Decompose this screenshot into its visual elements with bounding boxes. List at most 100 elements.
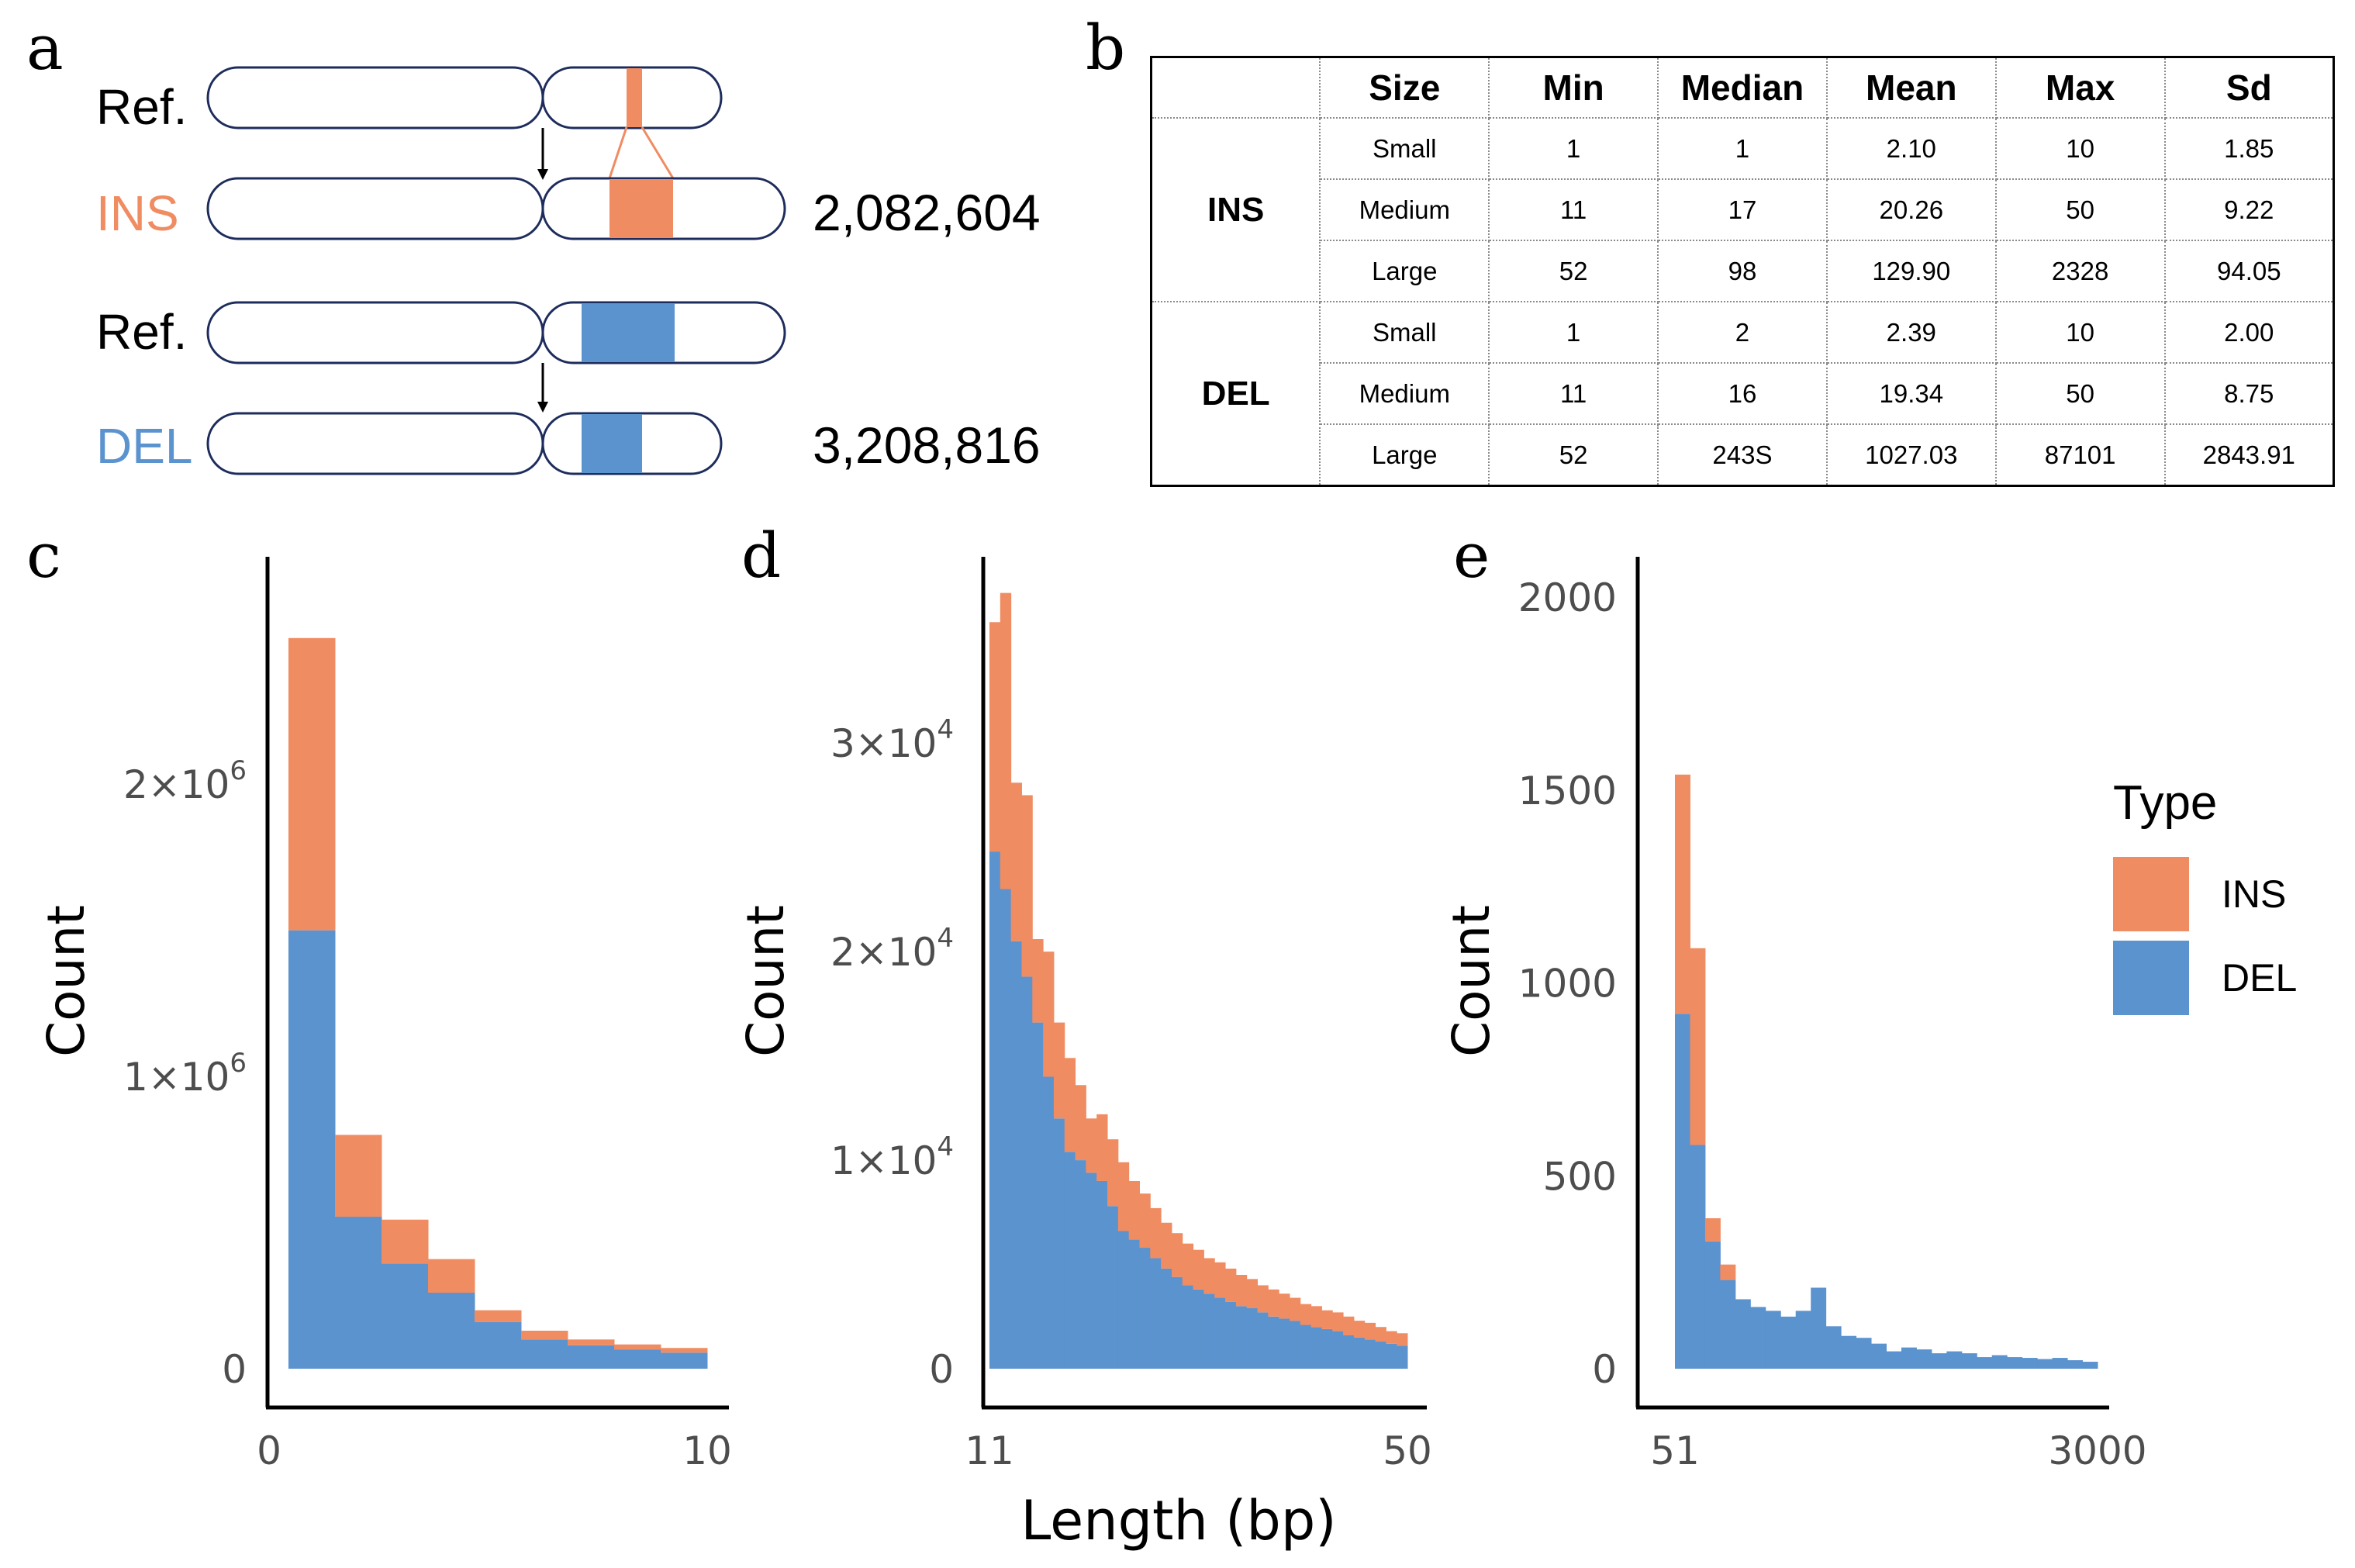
table-cell: 2.00 (2163, 301, 2335, 364)
legend-label-ins: INS (2222, 872, 2287, 916)
table-row: Large 52 98 129.90 2328 94.05 (1152, 240, 2335, 302)
bar-del (1150, 1258, 1162, 1369)
chart-panel-c: 0 10 Count (36, 557, 732, 1473)
bar-del (1991, 1355, 2008, 1369)
bar-ins (1246, 1279, 1259, 1309)
bar-del (1171, 1276, 1183, 1369)
bar-del (1246, 1308, 1259, 1369)
y-tick-label: 0 (929, 1347, 954, 1392)
bar-ins (288, 637, 336, 931)
bar-del (2067, 1360, 2084, 1369)
table-cell: 2.10 (1825, 117, 1997, 180)
bar-del (1825, 1326, 1842, 1369)
table-cell: 2 (1657, 301, 1828, 364)
bar-ins (1300, 1304, 1312, 1325)
bar-del (382, 1263, 429, 1369)
bar-del (1795, 1311, 1811, 1369)
bar-del (1257, 1312, 1269, 1369)
ref-label-ins: Ref. (96, 79, 187, 135)
table-cell: Large (1319, 240, 1490, 302)
table-header-cell: Size (1319, 56, 1490, 119)
table-cell: 52 (1488, 240, 1659, 302)
bar-del (661, 1352, 708, 1369)
bar-ins (1235, 1274, 1248, 1307)
bar-ins (614, 1344, 661, 1350)
chart-panel-d: 11 50 Count (736, 557, 1432, 1473)
bar-del (1096, 1180, 1108, 1369)
bar-ins (335, 1135, 382, 1217)
table-header-blank (1150, 56, 1321, 119)
bar-ins (1397, 1333, 1408, 1346)
del-label: DEL (96, 418, 193, 474)
y-tick-label: 1000 (1518, 962, 1617, 1007)
table-cell: 94.05 (2163, 240, 2335, 302)
table-cell: 2843.91 (2163, 423, 2335, 487)
legend-item-del: DEL (2113, 936, 2297, 1020)
bar-ins (1075, 1085, 1086, 1161)
table-cell: 1 (1488, 301, 1659, 364)
bar-del (1128, 1239, 1140, 1369)
bar-del (1032, 1022, 1044, 1369)
table-cell: 16 (1657, 362, 1828, 425)
bar-del (1856, 1338, 1872, 1369)
table-row: Large 52 243S 1027.03 87101 2843.91 (1152, 423, 2335, 487)
x-tick-label: 51 (1650, 1428, 1700, 1473)
x-axis-title: Length (bp) (1020, 1489, 1336, 1552)
bar-del (1161, 1268, 1172, 1369)
bar-del (1214, 1297, 1226, 1369)
table-cell: 87101 (1994, 423, 2166, 487)
y-tick-label: 0 (222, 1347, 247, 1392)
bar-del (1332, 1331, 1344, 1369)
bar-del (1397, 1345, 1408, 1369)
bar-del (1343, 1335, 1355, 1369)
bar-ins (1289, 1297, 1301, 1321)
size-statistics-table: Size Min Median Mean Max Sd INS Small 1 … (1150, 56, 2335, 487)
bar-del (1225, 1301, 1237, 1369)
bar-ins (1043, 952, 1055, 1077)
bar-del (1139, 1248, 1151, 1369)
y-tick-label: 2×106 (123, 755, 247, 807)
bar-ins (1279, 1293, 1290, 1319)
table-header-cell: Mean (1825, 56, 1997, 119)
bar-ins (1675, 774, 1690, 1014)
table-header-cell: Min (1488, 56, 1659, 119)
remaining-segment (582, 414, 642, 473)
bar-ins (1268, 1289, 1279, 1317)
table-cell: 2.39 (1825, 301, 1997, 364)
y-tick-label: 500 (1543, 1154, 1617, 1199)
table-cell: Medium (1319, 178, 1490, 241)
panel-label-a: a (26, 12, 64, 84)
x-tick-label: 0 (257, 1428, 281, 1473)
x-tick-label: 50 (1383, 1428, 1432, 1473)
bar-del (1871, 1343, 1887, 1369)
bar-ins (661, 1348, 708, 1353)
bar-del (335, 1217, 382, 1369)
bar-del (1811, 1287, 1827, 1369)
bar-del (1386, 1343, 1397, 1369)
table-cell: 1 (1488, 117, 1659, 180)
legend-swatch-del (2113, 941, 2189, 1015)
table-cell: 8.75 (2163, 362, 2335, 425)
panel-label-e: e (1453, 520, 1490, 592)
bar-ins (1010, 782, 1022, 941)
bar-del (1765, 1311, 1781, 1369)
bar-del (1321, 1328, 1333, 1369)
bar-ins (1107, 1139, 1119, 1207)
bar-del (1182, 1285, 1194, 1369)
bar-del (1053, 1118, 1065, 1369)
y-tick-label: 2000 (1518, 575, 1617, 620)
table-cell: 1.85 (2163, 117, 2335, 180)
ins-label: INS (96, 185, 179, 241)
bar-ins (1332, 1312, 1344, 1331)
bar-ins (1353, 1321, 1366, 1338)
bar-del (1977, 1357, 1993, 1369)
table-cell: 50 (1994, 178, 2166, 241)
bar-ins (1139, 1193, 1151, 1249)
bar-ins (1021, 795, 1033, 977)
bar-ins (1000, 592, 1012, 889)
y-axis-title: Count (736, 905, 796, 1057)
table-cell: 243S (1657, 423, 1828, 487)
bar-del (989, 851, 1001, 1369)
bar-del (568, 1345, 615, 1369)
bar-del (1375, 1342, 1386, 1369)
